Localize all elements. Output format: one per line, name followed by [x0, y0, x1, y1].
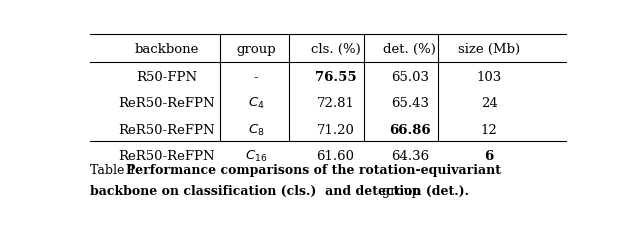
Text: 64.36: 64.36	[391, 149, 429, 162]
Text: $\mathit{C}_{8}$: $\mathit{C}_{8}$	[248, 122, 264, 137]
Text: group: group	[236, 43, 276, 56]
Text: det. (%): det. (%)	[383, 43, 436, 56]
Text: 65.03: 65.03	[391, 71, 429, 84]
Text: 24: 24	[481, 97, 497, 110]
Text: ReR50-ReFPN: ReR50-ReFPN	[118, 149, 215, 162]
Text: cls. (%): cls. (%)	[310, 43, 360, 56]
Text: 61.60: 61.60	[316, 149, 355, 162]
Text: ReR50-ReFPN: ReR50-ReFPN	[118, 97, 215, 110]
Text: Table 1.: Table 1.	[90, 163, 144, 176]
Text: 71.20: 71.20	[317, 123, 355, 136]
Text: -: -	[254, 71, 259, 84]
Text: size (Mb): size (Mb)	[458, 43, 520, 56]
Text: 76.55: 76.55	[315, 71, 356, 84]
Text: 66.86: 66.86	[389, 123, 431, 136]
Text: $\mathit{C}_{4}$: $\mathit{C}_{4}$	[248, 96, 264, 111]
Text: $\mathit{C}_{16}$: $\mathit{C}_{16}$	[245, 148, 268, 163]
Text: 65.43: 65.43	[391, 97, 429, 110]
Text: backbone on classification (cls.)  and detection (det.).: backbone on classification (cls.) and de…	[90, 184, 469, 197]
Text: group: group	[374, 184, 419, 197]
Text: 6: 6	[484, 149, 494, 162]
Text: ReR50-ReFPN: ReR50-ReFPN	[118, 123, 215, 136]
Text: backbone: backbone	[134, 43, 199, 56]
Text: 12: 12	[481, 123, 497, 136]
Text: 103: 103	[477, 71, 502, 84]
Text: 72.81: 72.81	[317, 97, 355, 110]
Text: Performance comparisons of the rotation-equivariant: Performance comparisons of the rotation-…	[125, 163, 500, 176]
Text: R50-FPN: R50-FPN	[136, 71, 197, 84]
